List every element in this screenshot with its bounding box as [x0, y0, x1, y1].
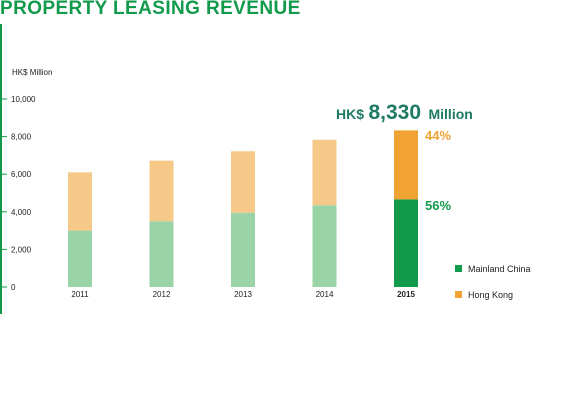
x-tick-label-2012: 2012 [153, 290, 171, 299]
x-tick-label-2011: 2011 [71, 290, 89, 299]
total-value: 8,330 [368, 101, 421, 124]
y-tick-label: 0 [11, 283, 16, 292]
y-axis-title: HK$ Million [12, 68, 52, 77]
bar-mainland-china-2015 [394, 199, 418, 287]
legend-label-hong-kong: Hong Kong [468, 290, 513, 300]
bar-mainland-china-2014 [312, 205, 337, 287]
bar-hong-kong-2013 [231, 151, 255, 213]
y-tick-label: 10,000 [11, 95, 36, 104]
legend-swatch-mainland-china [455, 265, 462, 272]
mainland-share-label: 56% [425, 198, 451, 213]
y-axis: HK$ Million 0 2,000 4,000 6,000 8,000 10,000 [2, 68, 52, 292]
y-tick-label: 2,000 [11, 245, 32, 254]
chart-title: PROPERTY LEASING REVENUE [0, 0, 301, 19]
y-tick-label: 6,000 [11, 170, 32, 179]
bar-mainland-china-2013 [231, 212, 255, 287]
bar-hong-kong-2015 [394, 130, 418, 200]
left-accent-rule [0, 24, 2, 314]
total-prefix: HK$ [336, 106, 364, 122]
bars [68, 130, 418, 287]
bar-hong-kong-2011 [68, 172, 92, 231]
x-axis-labels: 2011 2012 2013 2014 2015 [71, 290, 415, 299]
legend-swatch-hong-kong [455, 291, 462, 298]
total-suffix: Million [428, 106, 472, 122]
x-tick-label-2014: 2014 [316, 290, 334, 299]
bar-hong-kong-2012 [149, 160, 174, 222]
bar-mainland-china-2011 [68, 230, 92, 287]
bar-mainland-china-2012 [149, 221, 174, 287]
x-tick-label-2013: 2013 [234, 290, 252, 299]
bar-hong-kong-2014 [312, 139, 337, 206]
x-tick-label-2015: 2015 [397, 290, 415, 299]
legend: Mainland China Hong Kong [455, 264, 531, 300]
legend-label-mainland-china: Mainland China [468, 264, 531, 274]
total-annotation: HK$ 8,330 Million [336, 101, 473, 124]
y-tick-label: 8,000 [11, 133, 32, 142]
svg-text:HK$ 8,330 Million: HK$ 8,330 Million [336, 101, 473, 124]
hong-kong-share-label: 44% [425, 128, 451, 143]
y-tick-label: 4,000 [11, 208, 32, 217]
